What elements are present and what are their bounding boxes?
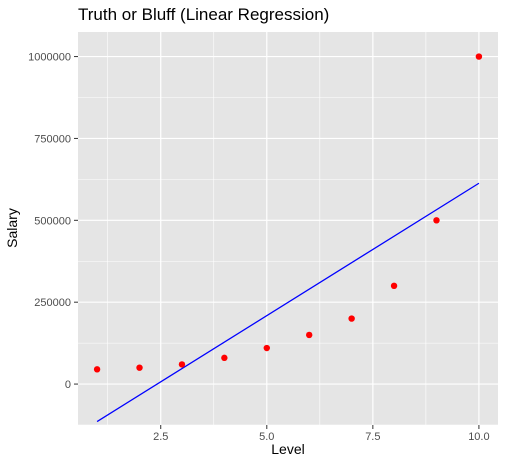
- minor-gridlines: [78, 32, 498, 426]
- x-axis-title: Level: [271, 441, 304, 457]
- regression-line: [96, 182, 480, 423]
- y-tick-label: 750000: [34, 133, 71, 145]
- x-tick-label: 7.5: [365, 431, 380, 443]
- data-points: [93, 53, 483, 373]
- y-tick-label: 0: [65, 379, 71, 391]
- data-point: [221, 354, 228, 362]
- x-tick-label: 2.5: [153, 431, 168, 443]
- data-point: [390, 282, 398, 290]
- data-point: [263, 344, 270, 352]
- data-point: [306, 331, 313, 339]
- y-axis: 0 250000 500000 750000 1000000: [28, 52, 78, 391]
- y-axis-title: Salary: [4, 208, 20, 248]
- y-tick-label: 250000: [34, 297, 71, 309]
- x-tick-label: 10.0: [468, 431, 489, 443]
- regression-line-layer: [96, 182, 480, 423]
- chart-title: Truth or Bluff (Linear Regression): [78, 5, 329, 24]
- data-point: [178, 361, 186, 368]
- data-point: [93, 366, 101, 373]
- y-tick-label: 1000000: [28, 52, 71, 64]
- x-axis: 2.5 5.0 7.5 10.0: [153, 425, 490, 443]
- x-tick-label: 5.0: [259, 431, 274, 443]
- data-point: [475, 53, 483, 60]
- data-point: [348, 315, 355, 322]
- data-point: [136, 364, 143, 371]
- data-point: [433, 217, 440, 224]
- y-tick-label: 500000: [34, 215, 71, 227]
